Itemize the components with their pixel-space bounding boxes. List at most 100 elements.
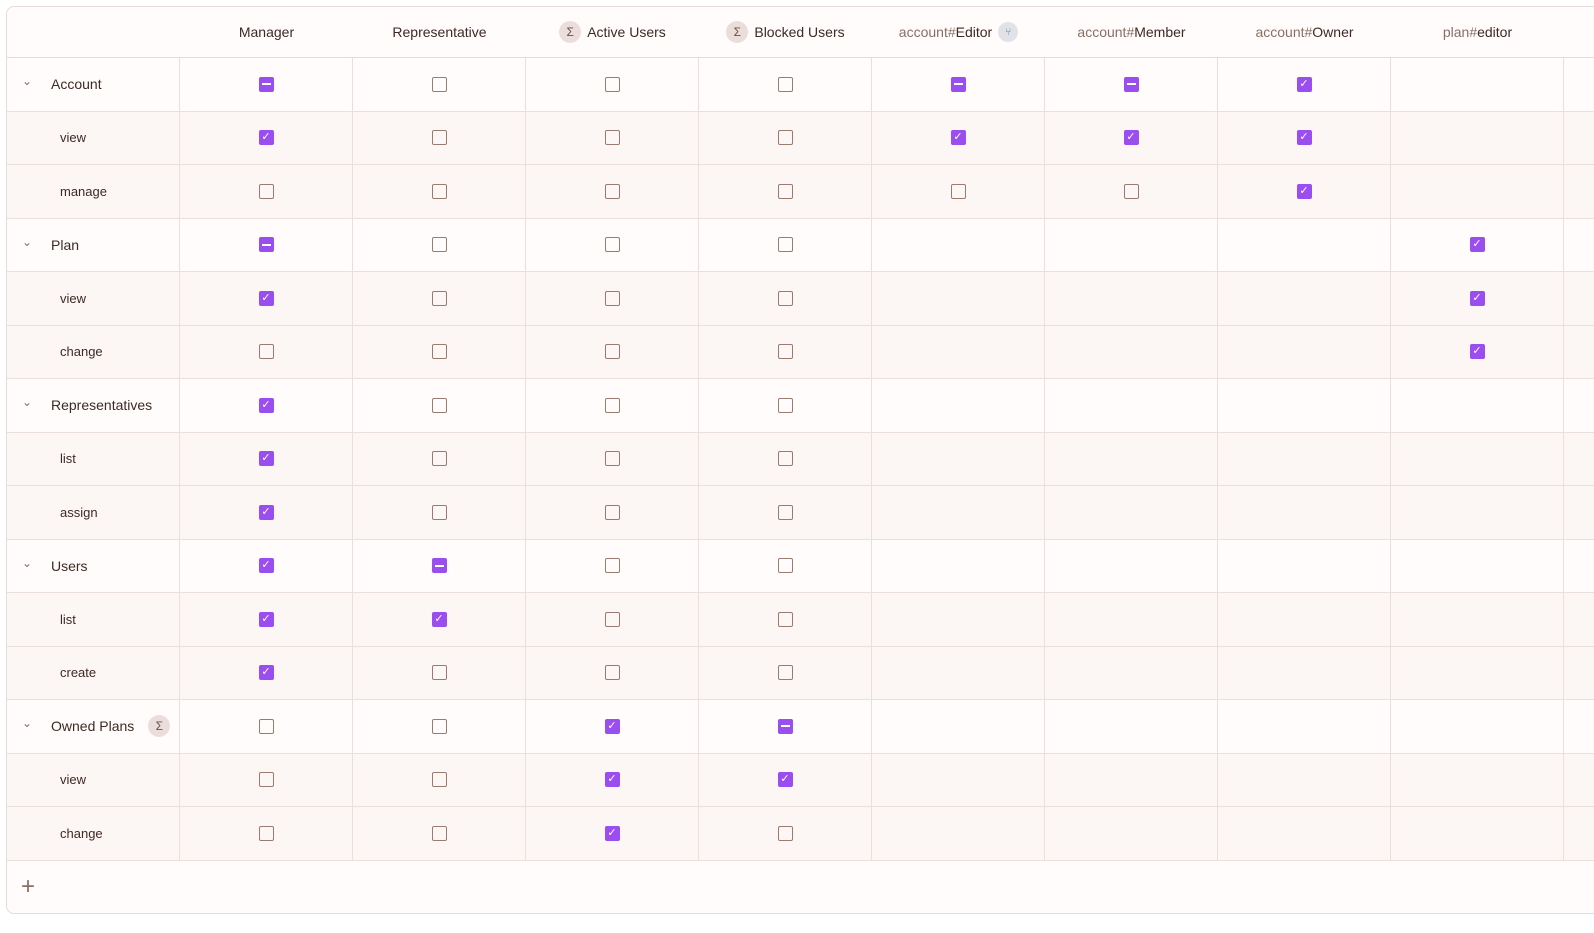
chevron-down-icon[interactable]: ⌄: [21, 395, 33, 410]
row-label: view: [60, 290, 87, 306]
permission-cell: [1045, 753, 1218, 806]
checkbox-checked[interactable]: ✓: [1296, 130, 1312, 146]
checkbox-unchecked[interactable]: [604, 665, 620, 681]
checkbox-checked[interactable]: ✓: [431, 611, 447, 627]
permission-cell: [1045, 272, 1218, 325]
checkbox-checked[interactable]: ✓: [604, 825, 620, 841]
checkbox-unchecked[interactable]: [431, 290, 447, 306]
checkbox-unchecked[interactable]: [431, 451, 447, 467]
checkbox-unchecked[interactable]: [258, 825, 274, 841]
checkbox-checked[interactable]: ✓: [258, 504, 274, 520]
checkbox-unchecked[interactable]: [604, 558, 620, 574]
checkbox-unchecked[interactable]: [777, 183, 793, 199]
checkbox-unchecked[interactable]: [777, 397, 793, 413]
checkbox-unchecked[interactable]: [431, 344, 447, 360]
column-title: Active Users: [587, 24, 666, 40]
checkbox-checked[interactable]: ✓: [604, 772, 620, 788]
checkbox-unchecked[interactable]: [777, 290, 793, 306]
checkbox-unchecked[interactable]: [258, 183, 274, 199]
column-header[interactable]: Σ Blocked Users: [699, 7, 872, 57]
chevron-down-icon[interactable]: ⌄: [21, 555, 33, 570]
checkbox-unchecked[interactable]: [604, 76, 620, 92]
checkbox-unchecked[interactable]: [604, 344, 620, 360]
checkbox-unchecked[interactable]: [431, 183, 447, 199]
checkbox-unchecked[interactable]: [258, 344, 274, 360]
checkbox-unchecked[interactable]: [604, 130, 620, 146]
checkbox-unchecked[interactable]: [258, 772, 274, 788]
checkbox-unchecked[interactable]: [777, 611, 793, 627]
checkbox-checked[interactable]: ✓: [258, 558, 274, 574]
permission-cell: [699, 272, 872, 325]
checkbox-checked[interactable]: ✓: [1123, 130, 1139, 146]
checkbox-unchecked[interactable]: [604, 451, 620, 467]
checkbox-unchecked[interactable]: [431, 665, 447, 681]
checkbox-unchecked[interactable]: [604, 611, 620, 627]
column-header[interactable]: account#Editor ⑂: [872, 7, 1045, 57]
column-header[interactable]: Manager: [180, 7, 353, 57]
chevron-down-icon[interactable]: ⌄: [21, 74, 33, 89]
checkbox-unchecked[interactable]: [950, 183, 966, 199]
checkbox-unchecked[interactable]: [777, 451, 793, 467]
checkbox-unchecked[interactable]: [431, 237, 447, 253]
checkbox-checked[interactable]: ✓: [950, 130, 966, 146]
checkbox-unchecked[interactable]: [431, 130, 447, 146]
checkbox-unchecked[interactable]: [604, 504, 620, 520]
checkbox-checked[interactable]: ✓: [258, 611, 274, 627]
checkbox-unchecked[interactable]: [777, 665, 793, 681]
relation-icon[interactable]: ⑂: [998, 22, 1019, 42]
checkbox-unchecked[interactable]: [431, 772, 447, 788]
checkbox-checked[interactable]: ✓: [258, 665, 274, 681]
checkbox-indeterminate[interactable]: [777, 718, 793, 734]
add-row-button[interactable]: +: [7, 861, 1594, 913]
checkbox-checked[interactable]: ✓: [1296, 183, 1312, 199]
column-header[interactable]: Representative: [353, 7, 526, 57]
checkbox-checked[interactable]: ✓: [1469, 237, 1485, 253]
checkbox-indeterminate[interactable]: [950, 76, 966, 92]
permission-cell: ✓: [180, 539, 353, 592]
checkbox-indeterminate[interactable]: [258, 76, 274, 92]
chevron-down-icon[interactable]: ⌄: [21, 234, 33, 249]
checkbox-unchecked[interactable]: [604, 397, 620, 413]
checkbox-checked[interactable]: ✓: [258, 290, 274, 306]
permission-cell: [526, 218, 699, 271]
checkbox-checked[interactable]: ✓: [258, 130, 274, 146]
checkbox-unchecked[interactable]: [604, 237, 620, 253]
permission-cell: [1218, 539, 1391, 592]
checkbox-unchecked[interactable]: [777, 344, 793, 360]
column-header[interactable]: account#Owner: [1218, 7, 1391, 57]
checkbox-checked[interactable]: ✓: [777, 772, 793, 788]
checkbox-unchecked[interactable]: [1123, 183, 1139, 199]
checkbox-checked[interactable]: ✓: [258, 451, 274, 467]
column-header[interactable]: account#Member: [1045, 7, 1218, 57]
checkbox-unchecked[interactable]: [258, 718, 274, 734]
row-label: Owned Plans: [51, 718, 135, 735]
checkbox-unchecked[interactable]: [431, 504, 447, 520]
checkbox-checked[interactable]: ✓: [1296, 76, 1312, 92]
permission-row: view ✓ ✓: [7, 753, 1594, 807]
checkbox-unchecked[interactable]: [777, 76, 793, 92]
column-title: account#Owner: [1255, 24, 1353, 40]
checkbox-unchecked[interactable]: [777, 130, 793, 146]
checkbox-unchecked[interactable]: [777, 504, 793, 520]
checkbox-checked[interactable]: ✓: [258, 397, 274, 413]
checkbox-unchecked[interactable]: [431, 718, 447, 734]
checkbox-checked[interactable]: ✓: [604, 718, 620, 734]
chevron-down-icon[interactable]: ⌄: [21, 716, 33, 731]
row-label: Account: [51, 76, 102, 93]
column-header[interactable]: Σ Active Users: [526, 7, 699, 57]
checkbox-unchecked[interactable]: [604, 290, 620, 306]
checkbox-unchecked[interactable]: [777, 237, 793, 253]
checkbox-unchecked[interactable]: [431, 397, 447, 413]
row-label: Representatives: [51, 397, 153, 414]
checkbox-unchecked[interactable]: [777, 825, 793, 841]
checkbox-unchecked[interactable]: [431, 825, 447, 841]
checkbox-indeterminate[interactable]: [258, 237, 274, 253]
checkbox-unchecked[interactable]: [431, 76, 447, 92]
checkbox-unchecked[interactable]: [604, 183, 620, 199]
checkbox-indeterminate[interactable]: [1123, 76, 1139, 92]
checkbox-checked[interactable]: ✓: [1469, 344, 1485, 360]
checkbox-checked[interactable]: ✓: [1469, 290, 1485, 306]
column-header[interactable]: plan#editor: [1391, 7, 1564, 57]
checkbox-indeterminate[interactable]: [431, 558, 447, 574]
checkbox-unchecked[interactable]: [777, 558, 793, 574]
